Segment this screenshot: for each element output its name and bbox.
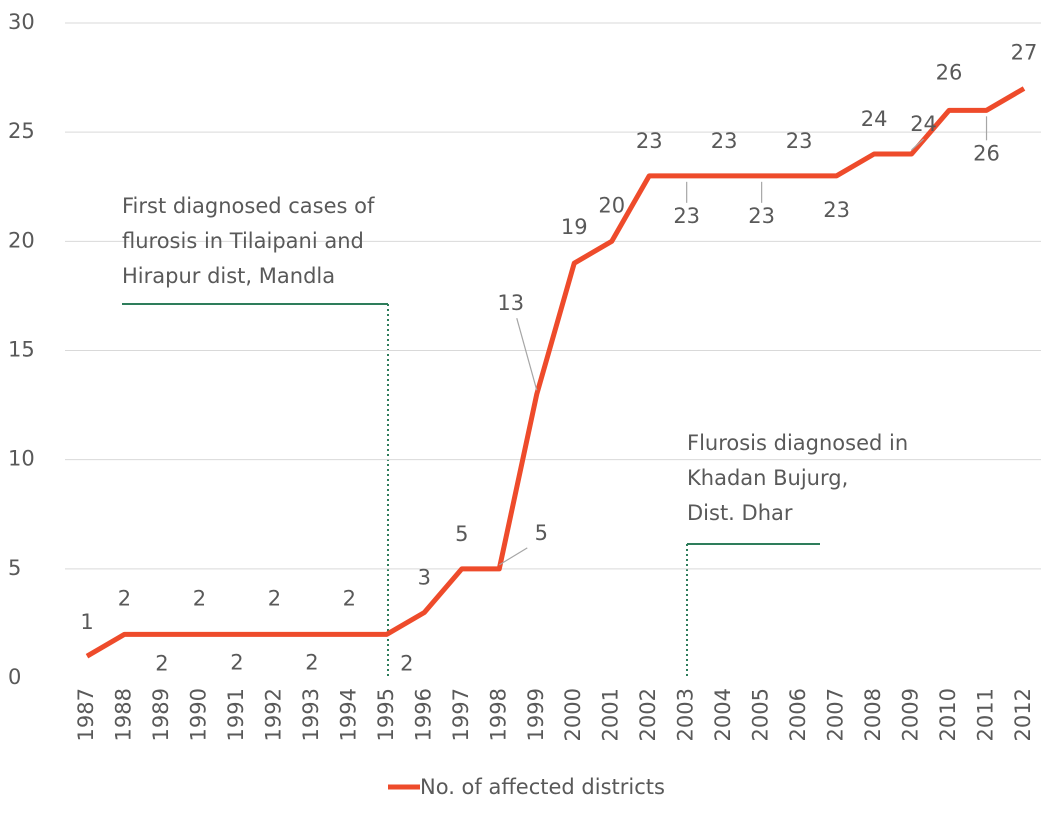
data-label: 2 [268,586,281,610]
x-tick-label: 1990 [186,688,210,741]
x-tick-label: 2012 [1011,688,1035,741]
y-tick-label: 15 [8,338,35,362]
data-label: 2 [193,586,206,610]
x-tick-label: 1999 [524,688,548,741]
x-tick-label: 2007 [824,688,848,741]
annotation-text: Hirapur dist, Mandla [122,264,335,288]
x-tick-label: 1987 [74,688,98,741]
data-label: 2 [305,650,318,674]
x-tick-label: 1989 [149,688,173,741]
x-tick-label: 2010 [936,688,960,741]
annotation-1-lines [122,303,820,678]
label-leader [516,318,538,391]
x-tick-label: 2005 [749,688,773,741]
x-tick-label: 1991 [224,688,248,741]
data-label: 23 [823,198,850,222]
legend-label: No. of affected districts [420,775,665,799]
annotation-text: Dist. Dhar [687,501,793,525]
x-tick-label: 2000 [561,688,585,741]
x-tick-label: 2009 [899,688,923,741]
data-label: 13 [497,291,524,315]
x-tick-label: 1996 [411,688,435,741]
x-tick-label: 2008 [861,688,885,741]
data-label: 23 [786,129,813,153]
y-tick-label: 25 [8,119,35,143]
data-label: 2 [118,586,131,610]
x-tick-label: 1994 [336,688,360,741]
data-label: 27 [1011,41,1038,65]
annotation-text: First diagnosed cases of [122,194,375,218]
x-tick-label: 2001 [599,688,623,741]
data-label: 2 [230,650,243,674]
data-label: 5 [535,521,548,545]
y-tick-label: 10 [8,447,35,471]
label-leader [498,547,528,566]
data-label: 26 [973,141,1000,165]
data-label: 5 [455,522,468,546]
data-label: 19 [561,215,588,239]
annotation-text: flurosis in Tilaipani and [122,229,364,253]
x-tick-label: 2011 [974,688,998,741]
data-label: 2 [400,651,413,675]
x-tick-label: 1995 [374,688,398,741]
x-tick-label: 1993 [299,688,323,741]
data-label: 3 [418,566,431,590]
data-label: 23 [711,129,738,153]
x-tick-label: 1998 [486,688,510,741]
x-tick-label: 2002 [636,688,660,741]
y-tick-label: 0 [8,665,21,689]
data-label: 26 [936,60,963,84]
data-label: 2 [155,651,168,675]
data-label: 23 [748,204,775,228]
data-label: 24 [861,107,888,131]
y-tick-label: 5 [8,556,21,580]
data-label: 23 [636,129,663,153]
x-tick-label: 1997 [449,688,473,741]
x-tick-label: 2004 [711,688,735,741]
data-label: 24 [910,112,937,136]
x-tick-label: 1988 [111,688,135,741]
annotation-text: Khadan Bujurg, [687,466,848,490]
y-tick-label: 30 [8,10,35,34]
data-label: 20 [598,193,625,217]
annotation-text: Flurosis diagnosed in [687,431,908,455]
x-tick-label: 2003 [674,688,698,741]
x-tick-label: 2006 [786,688,810,741]
y-tick-label: 20 [8,228,35,252]
x-tick-label: 1992 [261,688,285,741]
label-leader [911,138,924,151]
data-label: 23 [673,204,700,228]
data-label: 2 [343,586,356,610]
data-label: 1 [80,610,93,634]
line [85,86,1026,659]
